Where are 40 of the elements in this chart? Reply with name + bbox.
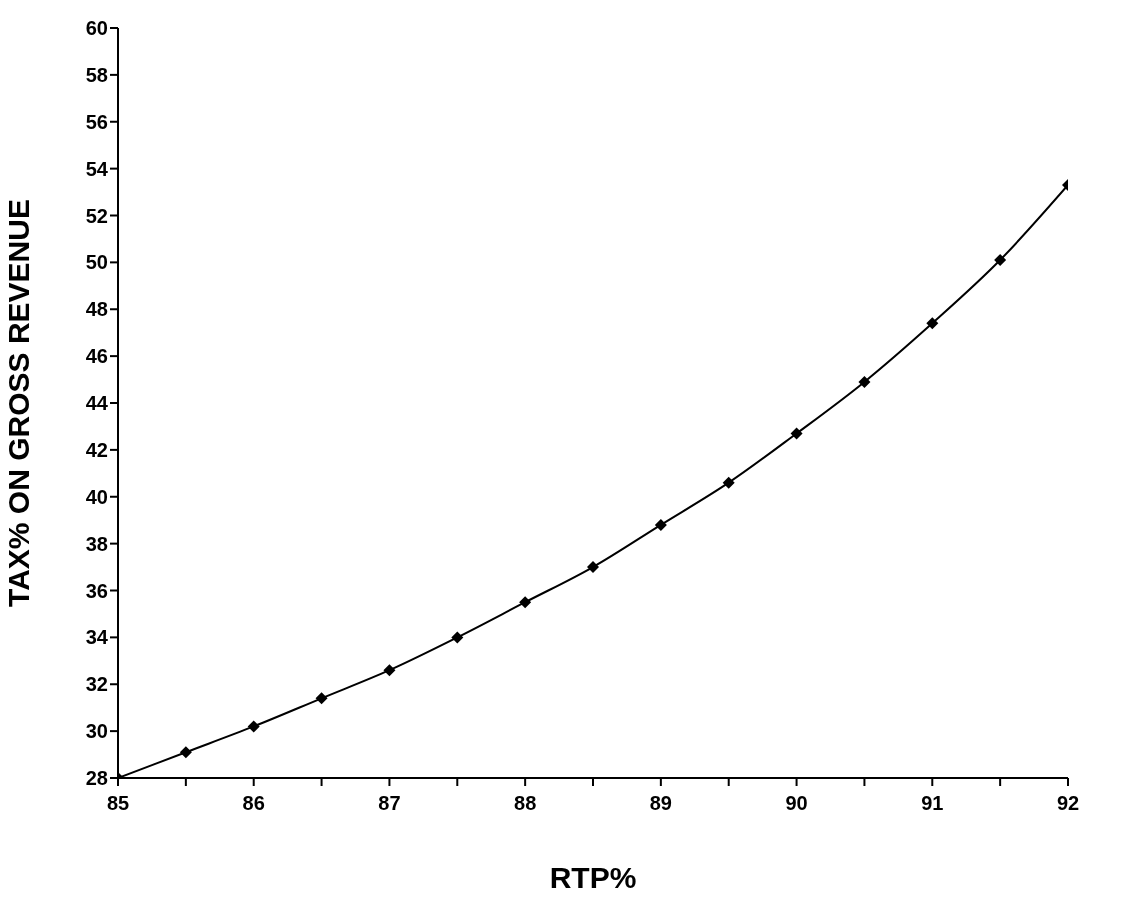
y-tick-label: 44 — [85, 392, 109, 415]
y-tick-label: 60 — [85, 17, 108, 40]
x-axis-title: RTP% — [549, 861, 637, 894]
y-tick-label: 42 — [85, 438, 108, 461]
y-axis-title: TAX% ON GROSS REVENUE — [1, 199, 35, 607]
point — [247, 720, 260, 733]
point — [315, 692, 328, 705]
y-tick-label: 58 — [85, 63, 108, 86]
y-tick-label: 48 — [85, 298, 108, 321]
x-tick-label: 87 — [378, 792, 401, 815]
point — [994, 254, 1007, 267]
point — [179, 746, 192, 759]
x-tick-label: 91 — [921, 792, 944, 815]
point — [926, 317, 939, 330]
x-tick-label: 85 — [106, 792, 130, 815]
y-tick-label: 40 — [85, 485, 108, 508]
y-tick-label: 32 — [85, 673, 108, 696]
x-tick-label: 90 — [785, 792, 808, 815]
y-tick-label: 36 — [85, 579, 108, 602]
point — [790, 427, 803, 440]
point — [383, 664, 396, 677]
point — [722, 476, 735, 489]
y-tick-label: 52 — [85, 204, 108, 227]
y-tick-label: 46 — [85, 345, 108, 368]
y-tick-label: 30 — [85, 720, 108, 743]
point — [858, 375, 871, 388]
y-tick-label: 56 — [85, 110, 108, 133]
x-tick-label: 86 — [242, 792, 265, 815]
point — [587, 561, 599, 574]
x-tick-label: 88 — [514, 792, 537, 815]
point — [519, 596, 532, 609]
y-tick-label: 54 — [85, 157, 109, 180]
point — [451, 631, 464, 644]
y-tick-label: 38 — [85, 532, 108, 555]
y-tick-label: 50 — [85, 251, 108, 274]
y-tick-label: 34 — [85, 626, 109, 649]
y-tick-label: 28 — [85, 767, 108, 790]
x-tick-label: 89 — [649, 792, 672, 815]
point — [654, 518, 667, 531]
x-tick-label: 92 — [1056, 792, 1080, 815]
